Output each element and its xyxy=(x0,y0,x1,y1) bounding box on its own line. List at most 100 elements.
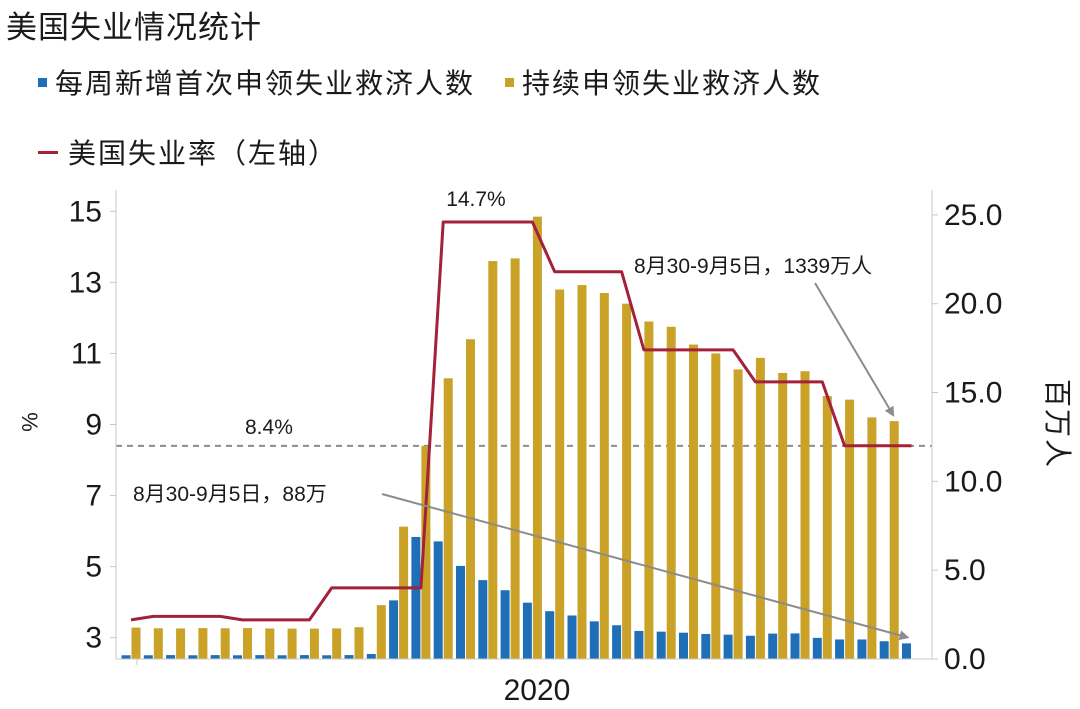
line-unemployment-rate xyxy=(130,220,912,622)
bar-continuing-claims xyxy=(532,216,542,660)
bar-initial-claims xyxy=(745,635,755,659)
bar-continuing-claims xyxy=(332,628,342,659)
annotation-initial-latest: 8月30-9月5日，88万 xyxy=(133,483,327,506)
left-axis-tick-label: 3 xyxy=(85,622,102,655)
bar-initial-claims xyxy=(902,643,911,659)
bar-continuing-claims xyxy=(176,628,186,659)
bar-initial-claims xyxy=(701,633,711,659)
bar-continuing-claims xyxy=(131,627,141,659)
bar-initial-claims xyxy=(656,631,666,659)
left-axis-tick-label: 15 xyxy=(69,195,102,228)
bar-continuing-claims xyxy=(845,399,855,659)
bar-continuing-claims xyxy=(733,369,743,659)
annotation-peak-rate: 14.7% xyxy=(446,188,506,211)
bar-initial-claims xyxy=(478,580,488,659)
bar-initial-claims xyxy=(143,655,153,659)
bar-continuing-claims xyxy=(287,628,297,659)
legend-label-continuing-claims: 持续申领失业救济人数 xyxy=(522,67,823,100)
left-axis-tick-label: 11 xyxy=(71,337,102,370)
bar-initial-claims xyxy=(857,639,867,659)
left-axis-label: % xyxy=(17,412,42,432)
bar-initial-claims xyxy=(545,611,555,659)
bar-initial-claims xyxy=(589,621,599,659)
bar-initial-claims xyxy=(121,655,131,659)
legend-row-1: 每周新增首次申领失业救济人数 持续申领失业救济人数 xyxy=(38,62,852,102)
chart-title: 美国失业情况统计 xyxy=(6,10,262,46)
bar-initial-claims xyxy=(812,637,822,659)
legend-swatch-continuing-claims xyxy=(505,77,515,87)
x-axis-label: 2020 xyxy=(504,674,571,707)
bar-continuing-claims xyxy=(599,293,609,659)
bar-continuing-claims xyxy=(376,605,386,659)
bar-continuing-claims xyxy=(666,326,676,659)
bar-continuing-claims xyxy=(488,261,498,659)
arrow-continuing-latest xyxy=(814,282,895,417)
right-axis-tick-label: 20.0 xyxy=(944,288,1002,321)
bar-initial-claims xyxy=(344,655,354,659)
bar-continuing-claims xyxy=(711,353,721,659)
bar-continuing-claims xyxy=(800,371,810,659)
legend-item-continuing-claims: 持续申领失业救济人数 xyxy=(505,62,822,102)
bar-continuing-claims xyxy=(421,445,431,659)
bar-continuing-claims xyxy=(755,357,765,659)
bar-initial-claims xyxy=(210,655,220,659)
bar-continuing-claims xyxy=(198,628,208,659)
bar-initial-claims xyxy=(679,632,688,659)
legend-swatch-initial-claims xyxy=(38,77,47,87)
bar-continuing-claims xyxy=(220,628,230,659)
bar-continuing-claims xyxy=(644,321,654,659)
bar-initial-claims xyxy=(389,600,399,659)
right-axis-tick-label: 15.0 xyxy=(944,377,1002,410)
bar-initial-claims xyxy=(366,654,376,659)
bar-initial-claims xyxy=(433,541,443,659)
legend-label-initial-claims: 每周新增首次申领失业救济人数 xyxy=(55,67,476,100)
right-axis-tick-label: 5.0 xyxy=(944,554,986,587)
bar-initial-claims xyxy=(723,634,733,659)
left-axis-tick-label: 13 xyxy=(69,266,102,299)
bar-initial-claims xyxy=(255,655,265,659)
legend-swatch-unemployment-rate xyxy=(38,150,58,154)
bar-initial-claims xyxy=(188,655,198,659)
bar-continuing-claims xyxy=(243,628,252,659)
bar-initial-claims xyxy=(522,602,532,659)
bar-initial-claims xyxy=(500,590,510,659)
right-axis-tick-label: 10.0 xyxy=(944,465,1002,498)
legend-item-initial-claims: 每周新增首次申领失业救济人数 xyxy=(38,62,475,102)
bar-initial-claims xyxy=(277,655,287,659)
bar-continuing-claims xyxy=(778,372,788,659)
bar-initial-claims xyxy=(612,625,622,659)
bar-initial-claims xyxy=(411,536,421,659)
bar-initial-claims xyxy=(567,615,577,659)
left-axis-tick-label: 5 xyxy=(85,551,102,584)
bar-initial-claims xyxy=(790,633,800,659)
bar-initial-claims xyxy=(768,633,778,659)
right-axis-tick-label: 0.0 xyxy=(944,643,986,676)
right-axis-tick-label: 25.0 xyxy=(944,199,1002,232)
bar-continuing-claims xyxy=(889,421,899,659)
arrow-initial-latest xyxy=(381,493,910,641)
bar-initial-claims xyxy=(634,630,644,659)
bar-continuing-claims xyxy=(867,417,877,659)
legend-item-unemployment-rate: 美国失业率（左轴） xyxy=(38,132,338,172)
bar-continuing-claims xyxy=(466,339,475,659)
bar-continuing-claims xyxy=(555,289,565,659)
bar-continuing-claims xyxy=(443,378,453,659)
bar-continuing-claims xyxy=(354,627,364,659)
bar-initial-claims xyxy=(835,639,845,659)
bar-initial-claims xyxy=(166,655,176,659)
bar-continuing-claims xyxy=(309,628,319,659)
bar-continuing-claims xyxy=(510,258,520,659)
bar-initial-claims xyxy=(299,655,309,659)
bar-continuing-claims xyxy=(577,285,587,659)
bar-initial-claims xyxy=(233,655,242,659)
bar-continuing-claims xyxy=(265,628,275,659)
bar-continuing-claims xyxy=(822,396,832,659)
legend-label-unemployment-rate: 美国失业率（左轴） xyxy=(68,137,339,170)
bar-continuing-claims xyxy=(399,526,409,659)
bar-initial-claims xyxy=(879,641,889,659)
left-axis-tick-label: 9 xyxy=(85,409,102,442)
annotation-continuing-latest: 8月30-9月5日，1339万人 xyxy=(634,255,872,278)
annotation-reference-value: 8.4% xyxy=(245,416,293,439)
bar-continuing-claims xyxy=(622,303,632,659)
